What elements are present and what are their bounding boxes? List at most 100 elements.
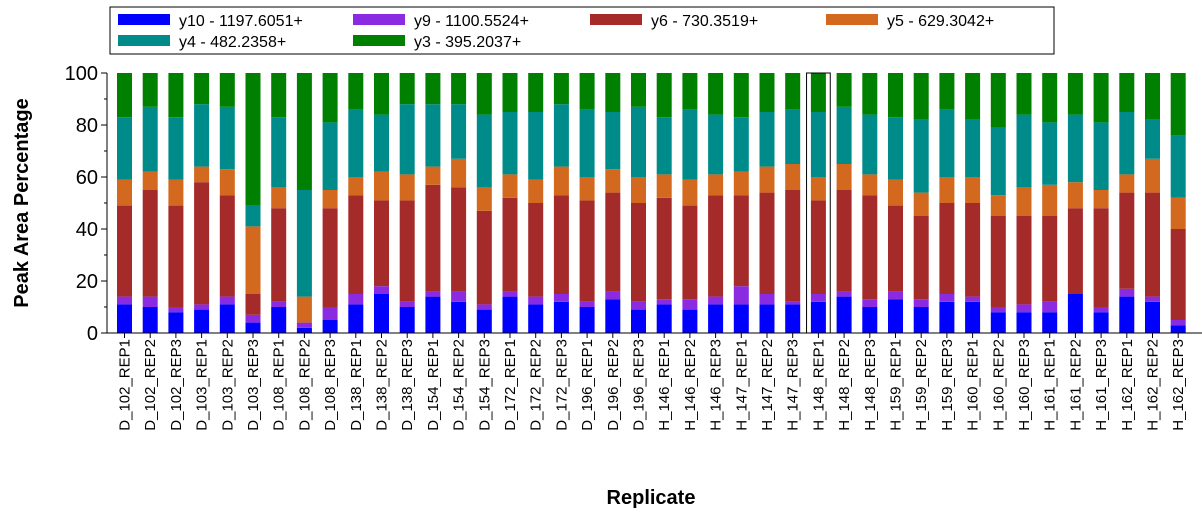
bar-segment-H_147_REP1-s2 (733, 195, 749, 287)
bar-segment-H_147_REP1-s0 (733, 304, 749, 333)
bar-segment-H_161_REP1-s3 (1042, 184, 1058, 216)
bar-segment-H_161_REP3-s3 (1093, 190, 1109, 209)
bar-segment-H_160_REP3-s3 (1016, 187, 1032, 216)
bar-segment-D_108_REP1-s1 (271, 301, 287, 307)
bar-segment-H_160_REP2-s3 (990, 195, 1006, 216)
x-axis: D_102_REP1 D_102_REP2 D_102_REP3 D_103_REP1… (107, 332, 1202, 431)
bar-segment-D_108_REP3-s0 (322, 320, 338, 333)
bar-segment-H_162_REP3-s5 (1170, 73, 1186, 136)
bar-segment-D_138_REP1-s0 (348, 304, 364, 333)
bar-segment-D_108_REP1-s0 (271, 307, 287, 333)
bar-segment-D_154_REP3-s0 (476, 309, 492, 333)
bar-segment-D_196_REP1-s1 (579, 301, 595, 307)
bar-segment-D_102_REP3-s2 (168, 205, 184, 307)
bar-segment-H_159_REP1-s0 (888, 299, 903, 333)
bar-segment-H_159_REP2-s0 (913, 307, 929, 333)
bar-segment-H_147_REP1-s4 (733, 117, 749, 172)
bar-segment-H_147_REP2-s1 (759, 294, 775, 305)
bar-segment-H_161_REP2-s5 (1067, 73, 1083, 115)
legend-label: y5 - 629.3042+ (887, 13, 994, 30)
bar-segment-D_196_REP1-s5 (579, 73, 595, 110)
bar-segment-D_108_REP2-s1 (296, 322, 312, 328)
bar-segment-D_138_REP3-s0 (399, 307, 415, 333)
bar-segment-D_108_REP2-s5 (296, 73, 312, 190)
bar-segment-H_147_REP2-s3 (759, 166, 775, 193)
bar-segment-D_172_REP3-s5 (553, 73, 569, 105)
y-tick-label: 20 (76, 271, 98, 293)
legend-swatch (826, 14, 878, 25)
bar-segment-D_172_REP2-s5 (528, 73, 544, 112)
bar-segment-H_161_REP2-s0 (1067, 294, 1083, 333)
bar-segment-H_159_REP1-s4 (888, 117, 903, 180)
bar-segment-D_102_REP2-s5 (142, 73, 158, 107)
bar-segment-H_161_REP3-s0 (1093, 312, 1109, 333)
bar-segment-H_148_REP2-s2 (836, 190, 852, 292)
bar-segment-D_172_REP2-s0 (528, 304, 544, 333)
bar-segment-H_148_REP3-s5 (862, 73, 878, 115)
bar-segment-H_159_REP2-s5 (913, 73, 929, 120)
legend-label: y4 - 482.2358+ (179, 34, 286, 51)
bar-segment-D_138_REP1-s5 (348, 73, 364, 110)
y-tick-label: 80 (76, 115, 98, 137)
bar-segment-H_147_REP2-s4 (759, 112, 775, 167)
x-tick-label: D_138_REP3 (399, 339, 416, 431)
bar-segment-D_102_REP1-s3 (117, 179, 132, 206)
bar-segment-D_103_REP1-s3 (194, 166, 210, 183)
bar-segment-D_154_REP2-s3 (451, 158, 467, 188)
x-tick-label: H_159_REP2 (913, 339, 930, 431)
bar-segment-D_138_REP1-s4 (348, 109, 364, 177)
x-tick-label: H_148_REP3 (862, 339, 879, 431)
bar-segment-D_154_REP3-s1 (476, 304, 492, 310)
x-tick-label: D_138_REP2 (374, 339, 391, 431)
bar-segment-H_159_REP3-s1 (939, 294, 955, 302)
bar-segment-D_103_REP3-s0 (245, 322, 261, 333)
x-tick-label: H_160_REP2 (990, 339, 1007, 431)
legend-swatch (118, 35, 170, 46)
bar-segment-H_146_REP3-s5 (708, 73, 724, 115)
bar-segment-H_160_REP3-s4 (1016, 114, 1032, 188)
bar-segment-D_154_REP3-s4 (476, 114, 492, 188)
bar-segment-H_160_REP1-s3 (965, 177, 981, 203)
legend-swatch (353, 35, 405, 46)
bar-segment-D_172_REP1-s1 (502, 291, 518, 297)
bar-segment-D_102_REP3-s3 (168, 179, 184, 206)
bar-segment-D_102_REP1-s5 (117, 73, 132, 118)
y-tick-label: 0 (87, 323, 98, 345)
bar-segment-D_154_REP2-s1 (451, 291, 467, 302)
bar-segment-D_154_REP1-s4 (425, 104, 441, 167)
bar-segment-D_102_REP2-s4 (142, 106, 158, 172)
bar-segment-H_146_REP2-s0 (682, 309, 698, 333)
x-tick-label: D_196_REP1 (579, 339, 596, 431)
bar-segment-H_161_REP2-s4 (1067, 114, 1083, 183)
bar-segment-H_147_REP1-s1 (733, 286, 749, 305)
bar-segment-H_146_REP2-s3 (682, 179, 698, 206)
bar-segment-H_161_REP3-s1 (1093, 307, 1109, 313)
bar-segment-H_146_REP1-s1 (656, 299, 672, 305)
bar-segment-H_159_REP2-s4 (913, 119, 929, 193)
bar-segment-D_172_REP2-s4 (528, 112, 544, 180)
bar-segment-H_162_REP3-s4 (1170, 135, 1186, 198)
bar-segment-H_162_REP3-s3 (1170, 197, 1186, 229)
x-tick-label: H_161_REP1 (1042, 339, 1059, 431)
bar-segment-H_146_REP2-s2 (682, 205, 698, 300)
y-axis: 0 20 40 60 80 100 (65, 63, 108, 345)
bar-segment-H_160_REP2-s0 (990, 312, 1006, 333)
bar-segment-H_146_REP3-s0 (708, 304, 724, 333)
bar-segment-H_147_REP3-s2 (785, 190, 801, 302)
bar-segment-H_161_REP3-s4 (1093, 122, 1109, 190)
bar-segment-D_102_REP1-s0 (117, 304, 132, 333)
bar-segment-H_162_REP1-s0 (1119, 296, 1135, 333)
bar-segment-H_161_REP2-s2 (1067, 208, 1083, 294)
bar-segment-H_161_REP1-s4 (1042, 122, 1058, 185)
bar-segment-D_103_REP2-s2 (219, 195, 235, 297)
bar-segment-H_162_REP1-s1 (1119, 288, 1135, 297)
bar-segment-D_154_REP2-s5 (451, 73, 467, 105)
bar-segment-D_196_REP3-s1 (631, 301, 646, 310)
y-tick-label: 60 (76, 167, 98, 189)
x-axis-title: Replicate (607, 487, 696, 509)
bar-segment-H_148_REP1-s1 (810, 294, 826, 302)
bar-segment-D_196_REP2-s1 (605, 291, 621, 300)
bar-segment-H_161_REP3-s2 (1093, 208, 1109, 307)
bar-segment-D_108_REP2-s3 (296, 296, 312, 323)
bar-segment-H_146_REP3-s4 (708, 114, 724, 175)
